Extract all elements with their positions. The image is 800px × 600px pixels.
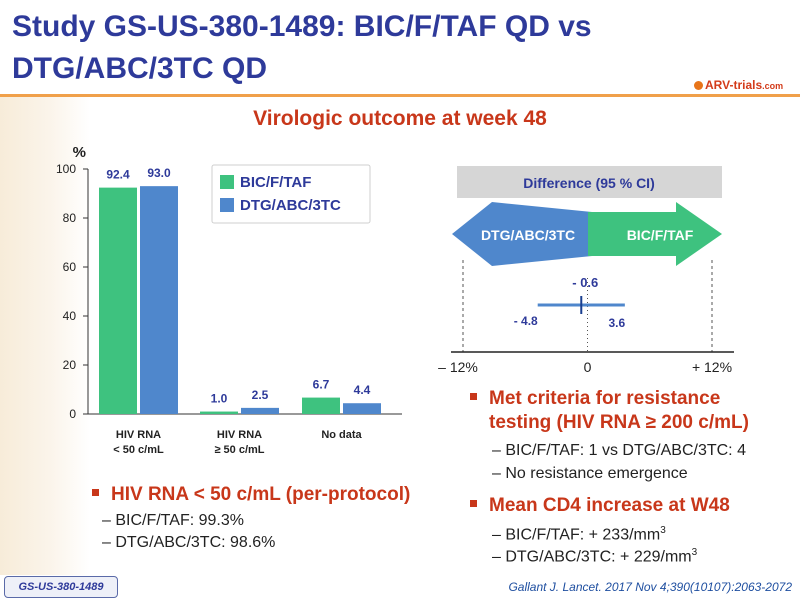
per-protocol-bic: – BIC/F/TAF: 99.3% [102,512,244,529]
citation: Gallant J. Lancet. 2017 Nov 4;390(10107)… [508,580,792,594]
ci-upper-label: 3.6 [609,316,626,330]
resistance-counts: – BIC/F/TAF: 1 vs DTG/ABC/3TC: 4 [492,442,746,459]
x-tick-right: + 12% [692,359,732,375]
legend-label-dtg: DTG/ABC/3TC [240,197,341,214]
y-tick-label: 0 [69,407,76,421]
resistance-emergence: – No resistance emergence [492,465,688,482]
bar [99,187,137,414]
legend-label-bic: BIC/F/TAF [240,174,311,191]
chart-section-title: Virologic outcome at week 48 [253,107,547,130]
arrow-left-label: DTG/ABC/3TC [481,227,575,243]
cd4-dtg-sup: 3 [691,547,698,559]
x-category-label: No data [321,429,362,441]
bullet-square-icon [470,500,477,507]
logo-suffix: .com [762,81,784,91]
y-tick-label: 80 [63,211,77,225]
y-tick-label: 100 [56,162,76,176]
bar [140,186,178,414]
bar-chart: % 0 20 40 60 80 100 92.4 93.0 HIV RNA < 50 c/mL 1.… [56,144,402,456]
cd4-bic: – BIC/F/TAF: + 233/mm3 [492,525,790,544]
legend-swatch-dtg [220,198,234,212]
bar-value-label: 92.4 [106,168,130,182]
bar-value-label: 6.7 [313,378,330,392]
per-protocol-heading-text: HIV RNA < 50 c/mL (per-protocol) [111,484,411,505]
bullet-square-icon [92,489,99,496]
forest-header: Difference (95 % CI) [523,175,654,191]
per-protocol-dtg: – DTG/ABC/3TC: 98.6% [102,534,276,551]
arrow-right-label: BIC/F/TAF [627,227,694,243]
left-notes: HIV RNA < 50 c/mL (per-protocol) – BIC/F… [92,484,432,552]
cd4-dtg: – DTG/ABC/3TC: + 229/mm3 [492,547,790,566]
bar-legend: BIC/F/TAF DTG/ABC/3TC [211,164,371,224]
cd4-heading: Mean CD4 increase at W48 [470,495,790,517]
x-tick-left: – 12% [438,359,478,375]
y-tick-label: 20 [63,358,77,372]
arrow-left-dtg [452,202,592,266]
resistance-heading: Met criteria for resistance [470,388,790,410]
arv-trials-logo: ARV-trials.com [694,78,783,92]
y-tick-label: 40 [63,309,77,323]
ci-lower-label: - 4.8 [514,314,538,328]
bar-value-label: 1.0 [211,392,228,406]
bullet-square-icon [470,393,477,400]
slide-title: Study GS-US-380-1489: BIC/F/TAF QD vs DT… [12,6,632,90]
background-decoration [0,95,90,575]
title-divider [0,94,800,97]
cd4-dtg-text: – DTG/ABC/3TC: + 229/mm [492,548,692,566]
resistance-heading-line-1: Met criteria for resistance [489,388,721,409]
bar-value-label: 2.5 [252,388,269,402]
title-line-1: Study GS-US-380-1489: BIC/F/TAF QD vs [12,10,592,43]
study-tag: GS-US-380-1489 [4,576,118,598]
bar-value-label: 93.0 [147,166,171,180]
x-category-label-line2: < 50 c/mL [113,444,164,456]
logo-dot-icon [694,81,703,90]
forest-plot: Difference (95 % CI) DTG/ABC/3TC BIC/F/T… [438,166,734,375]
arrow-right-body [588,212,678,256]
cd4-heading-text: Mean CD4 increase at W48 [489,495,730,516]
bar [241,407,279,414]
forest-marks: - 0.6 - 4.8 3.6 – 12% 0 + 12% [438,260,734,375]
forest-header-box [457,166,722,198]
title-line-2: DTG/ABC/3TC QD [12,52,267,85]
bar-chart-marks: 92.4 93.0 HIV RNA < 50 c/mL 1.0 2.5 HIV RNA ≥ 5… [99,166,381,456]
resistance-heading-line-2: testing (HIV RNA ≥ 200 c/mL) [489,412,749,433]
legend-swatch-bic [220,175,234,189]
per-protocol-heading: HIV RNA < 50 c/mL (per-protocol) [92,484,432,506]
x-category-label-line2: ≥ 50 c/mL [214,444,264,456]
estimate-label: - 0.6 [572,275,598,290]
bar [200,411,238,414]
x-tick-zero: 0 [584,359,592,375]
x-category-label: HIV RNA [217,429,262,441]
legend-box [211,164,371,224]
y-tick-label: 60 [63,260,77,274]
logo-text: ARV-trials [705,78,763,92]
arrow-right-bic [676,202,722,266]
bar-value-label: 4.4 [354,383,371,397]
bar [302,397,340,414]
cd4-bic-sup: 3 [660,525,666,536]
cd4-bic-text: – BIC/F/TAF: + 233/mm [492,526,661,544]
bar [343,403,381,414]
y-axis-unit: % [73,144,86,161]
right-notes: Met criteria for resistance testing (HIV… [470,388,790,567]
x-category-label: HIV RNA [116,429,161,441]
